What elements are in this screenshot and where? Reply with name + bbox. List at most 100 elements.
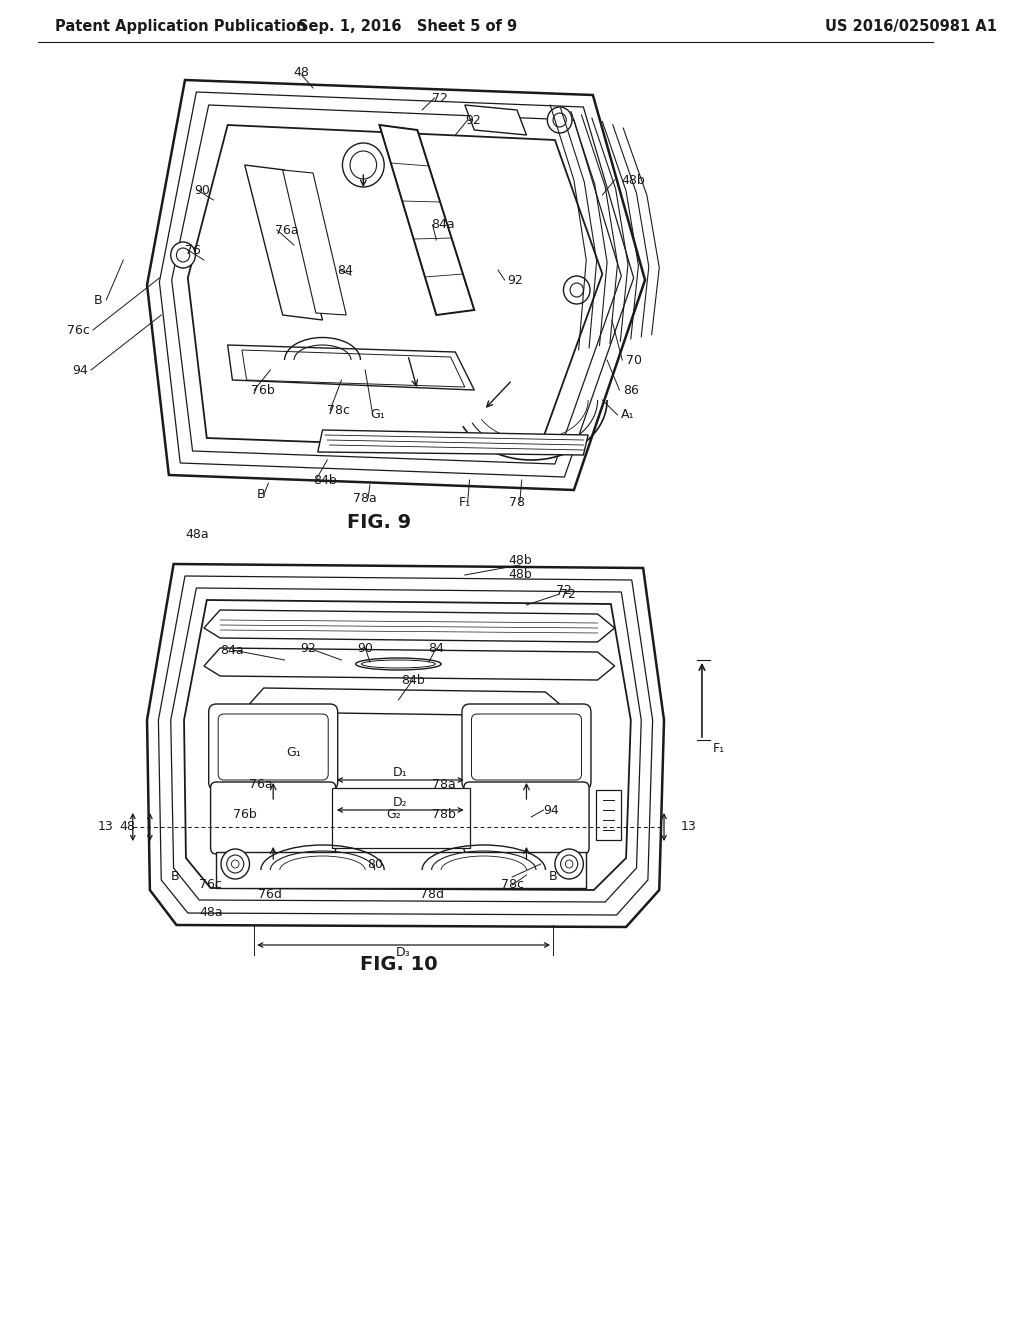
Polygon shape [147, 81, 645, 490]
Circle shape [342, 143, 384, 187]
Text: 48a: 48a [200, 906, 223, 919]
FancyBboxPatch shape [209, 704, 338, 789]
Text: 78c: 78c [501, 879, 523, 891]
Ellipse shape [355, 657, 441, 671]
Text: 84: 84 [337, 264, 352, 276]
Polygon shape [332, 788, 470, 847]
Polygon shape [283, 170, 346, 315]
Text: B: B [549, 870, 557, 883]
Text: 84b: 84b [313, 474, 337, 487]
Text: 72: 72 [560, 589, 575, 602]
Text: 84b: 84b [400, 673, 425, 686]
Polygon shape [227, 345, 474, 389]
Circle shape [555, 849, 584, 879]
Text: 13: 13 [681, 821, 697, 833]
Polygon shape [216, 851, 586, 888]
Text: Sep. 1, 2016   Sheet 5 of 9: Sep. 1, 2016 Sheet 5 of 9 [298, 20, 517, 34]
Text: 90: 90 [195, 183, 210, 197]
Text: A₁: A₁ [622, 408, 635, 421]
Polygon shape [172, 106, 622, 465]
Circle shape [563, 276, 590, 304]
FancyBboxPatch shape [462, 704, 591, 789]
Polygon shape [204, 648, 614, 680]
Circle shape [221, 849, 250, 879]
Text: B: B [257, 488, 265, 502]
Text: 76d: 76d [258, 888, 283, 902]
Polygon shape [184, 601, 631, 890]
FancyBboxPatch shape [211, 781, 336, 854]
Text: 76: 76 [185, 243, 201, 256]
Text: 84: 84 [428, 642, 444, 655]
Text: 86: 86 [624, 384, 639, 396]
Text: 48: 48 [120, 821, 135, 833]
Text: 78c: 78c [328, 404, 350, 417]
Polygon shape [171, 587, 641, 902]
Circle shape [231, 861, 239, 869]
Text: 72: 72 [431, 91, 447, 104]
Text: FIG. 10: FIG. 10 [359, 956, 437, 974]
Polygon shape [204, 610, 614, 642]
Text: 76a: 76a [249, 779, 272, 792]
Text: 90: 90 [357, 642, 373, 655]
Polygon shape [317, 430, 588, 455]
Text: 80: 80 [367, 858, 383, 871]
Text: 48b: 48b [508, 568, 531, 581]
Circle shape [176, 248, 189, 261]
Circle shape [553, 114, 566, 127]
Text: 48a: 48a [185, 528, 209, 541]
Text: 92: 92 [300, 642, 316, 655]
Circle shape [565, 861, 573, 869]
Text: 76a: 76a [275, 223, 299, 236]
Text: 78a: 78a [432, 779, 456, 792]
Text: 48b: 48b [508, 553, 531, 566]
Circle shape [548, 107, 572, 133]
Text: 94: 94 [544, 804, 559, 817]
Text: 84a: 84a [220, 644, 244, 656]
Text: 76b: 76b [232, 808, 257, 821]
Polygon shape [245, 165, 323, 319]
Text: 84a: 84a [431, 219, 456, 231]
Text: 70: 70 [626, 354, 642, 367]
Text: B: B [171, 870, 180, 883]
Text: 78b: 78b [432, 808, 456, 821]
Text: G₁: G₁ [287, 747, 301, 759]
Polygon shape [380, 125, 474, 315]
Text: Patent Application Publication: Patent Application Publication [55, 20, 306, 34]
Circle shape [560, 855, 578, 873]
FancyBboxPatch shape [464, 781, 589, 854]
Text: D₂: D₂ [393, 796, 408, 808]
Circle shape [226, 855, 244, 873]
Circle shape [570, 282, 584, 297]
Circle shape [350, 150, 377, 180]
Text: D₃: D₃ [396, 946, 411, 960]
Text: 76c: 76c [68, 323, 90, 337]
Text: 72: 72 [556, 583, 572, 597]
Text: 92: 92 [465, 114, 480, 127]
Text: F₁: F₁ [459, 495, 471, 508]
Text: US 2016/0250981 A1: US 2016/0250981 A1 [825, 20, 997, 34]
Polygon shape [147, 564, 664, 927]
Text: 94: 94 [73, 363, 88, 376]
Polygon shape [160, 92, 634, 477]
Text: 76c: 76c [199, 879, 222, 891]
Text: D₁: D₁ [393, 766, 408, 779]
Text: B: B [94, 293, 102, 306]
Text: G₁: G₁ [370, 408, 385, 421]
Polygon shape [242, 350, 465, 387]
Text: F₁: F₁ [713, 742, 725, 755]
Text: FIG. 9: FIG. 9 [347, 513, 412, 532]
Text: 48: 48 [294, 66, 309, 78]
Text: 78: 78 [509, 495, 525, 508]
Text: 13: 13 [98, 821, 114, 833]
Text: 76b: 76b [251, 384, 275, 396]
Polygon shape [187, 125, 602, 450]
FancyBboxPatch shape [471, 714, 582, 780]
Ellipse shape [361, 660, 435, 668]
Polygon shape [596, 789, 622, 840]
Polygon shape [250, 688, 560, 715]
Polygon shape [465, 106, 526, 135]
Text: 48b: 48b [622, 173, 645, 186]
Circle shape [171, 242, 196, 268]
Text: 78d: 78d [420, 888, 443, 902]
Text: 78a: 78a [353, 491, 377, 504]
